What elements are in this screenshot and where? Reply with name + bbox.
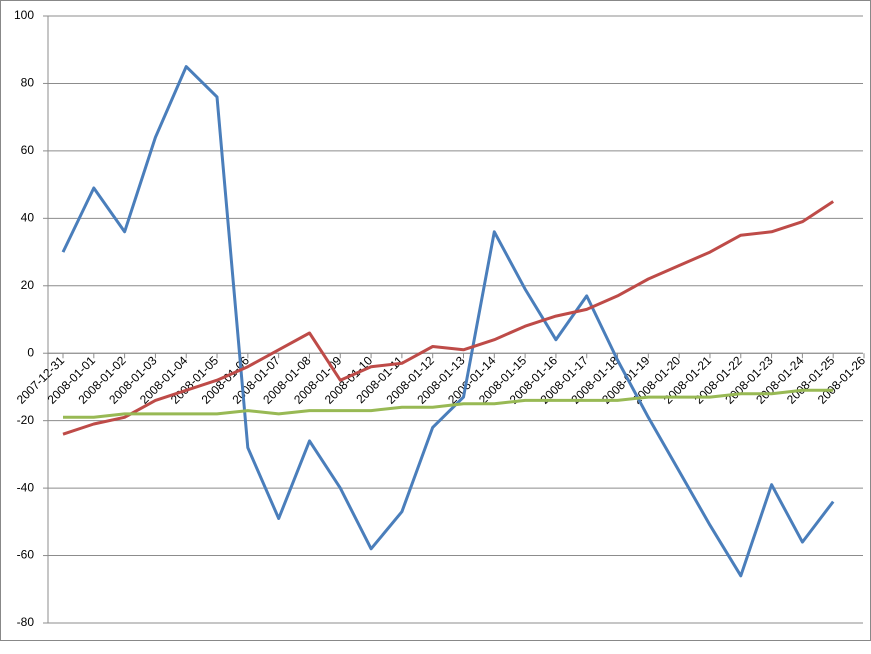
- y-tick-label: -60: [17, 548, 35, 562]
- y-tick-label: 100: [14, 8, 34, 22]
- series-line: [61, 65, 835, 578]
- y-tick-label: 60: [21, 143, 35, 157]
- y-tick-label: 40: [21, 211, 35, 225]
- y-tick-label: 0: [27, 345, 34, 359]
- y-tick-label: 20: [21, 278, 35, 292]
- y-tick-label: -40: [17, 480, 35, 494]
- series-line: [62, 200, 835, 436]
- y-tick-label: -80: [17, 615, 35, 629]
- y-tick-label: -20: [17, 413, 35, 427]
- y-tick-label: 80: [21, 76, 35, 90]
- series-line: [63, 388, 834, 419]
